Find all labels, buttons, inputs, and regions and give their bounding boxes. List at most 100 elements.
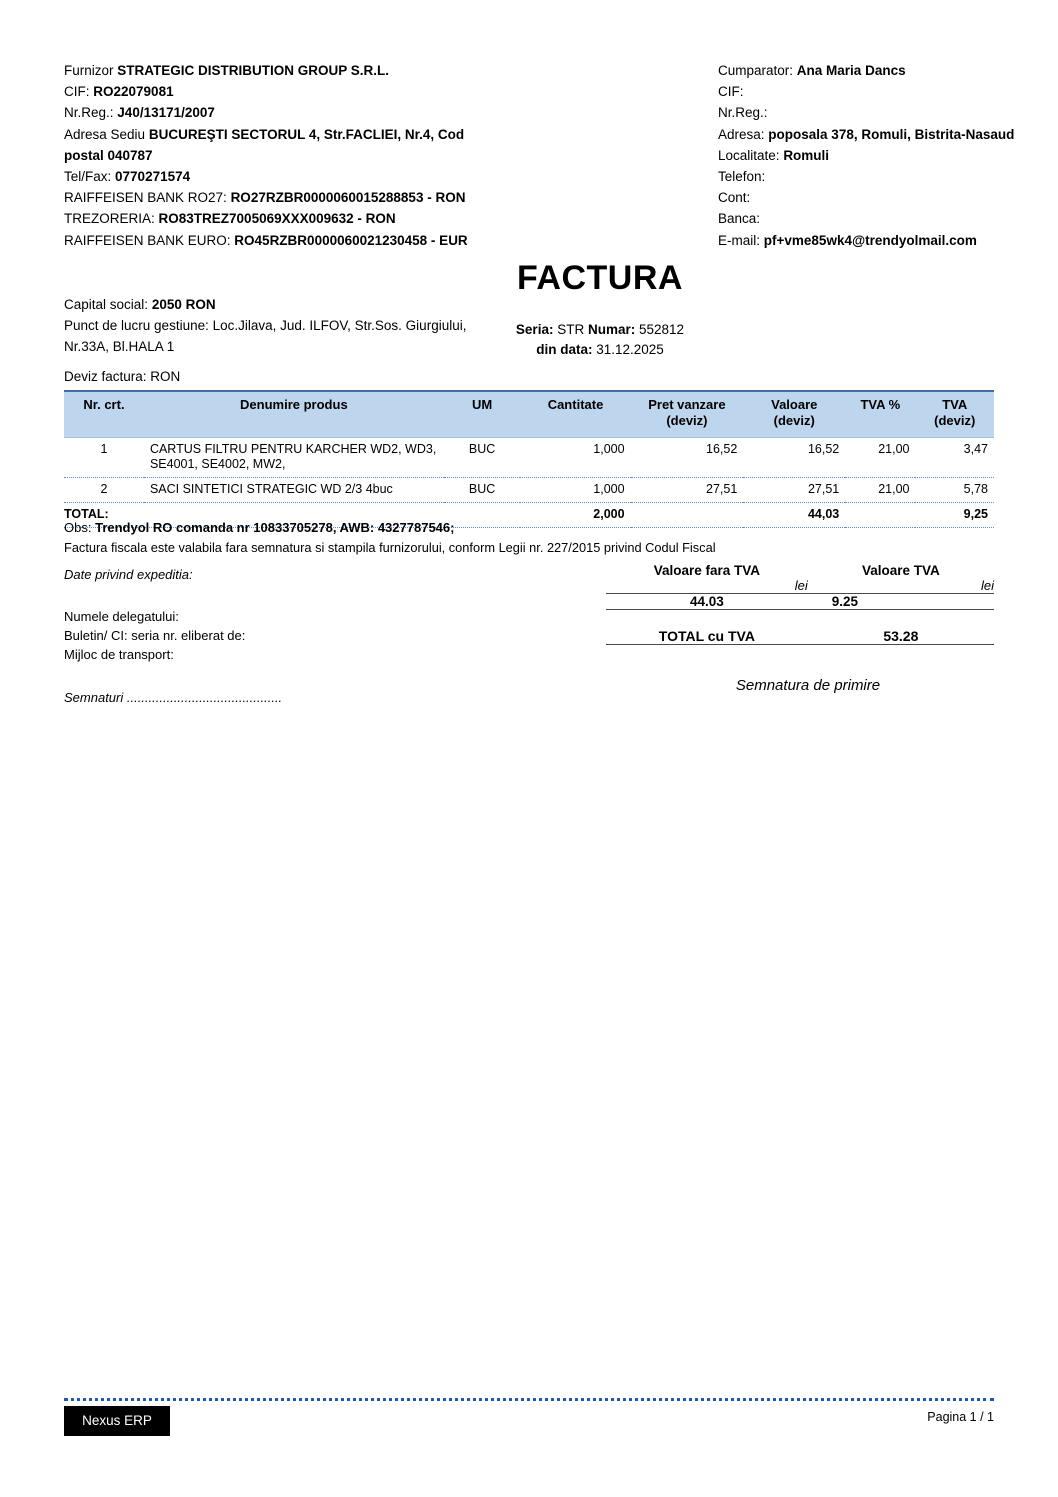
buyer-locality-line: Localitate: Romuli	[718, 145, 1058, 166]
buyer-bank-line: Banca:	[718, 208, 1058, 229]
summary-total-value: 53.28	[883, 628, 919, 644]
buyer-address-value: poposala 378, Romuli, Bistrita-Nasaud	[768, 126, 1015, 142]
buyer-email-value: pf+vme85wk4@trendyolmail.com	[763, 232, 977, 248]
buyer-address-label: Adresa:	[718, 126, 765, 142]
supplier-bank1-line: RAIFFEISEN BANK RO27: RO27RZBR0000060015…	[64, 187, 494, 208]
legal-note: Factura fiscala este valabila fara semna…	[64, 539, 716, 555]
date-value: 31.12.2025	[596, 342, 664, 357]
supplier-extra-block: Capital social: 2050 RON Punct de lucru …	[64, 294, 484, 358]
total-spacer-denumire	[143, 502, 444, 528]
observations-section: Obs: Trendyol RO comanda nr 10833705278,…	[64, 518, 964, 557]
cell-tva-pct: 21,00	[845, 437, 916, 478]
supplier-address-value: BUCUREŞTI SECTORUL 4, Str.FACLIEI, Nr.4,…	[64, 126, 465, 163]
expedition-title: Date privind expeditia:	[64, 567, 193, 582]
supplier-workpoint: Punct de lucru gestiune: Loc.Jilava, Jud…	[64, 318, 467, 355]
expedition-fields: Numele delegatului: Buletin/ CI: seria n…	[64, 607, 494, 664]
total-label: TOTAL:	[64, 502, 144, 528]
summary-total-label: TOTAL cu TVA	[658, 628, 755, 644]
cell-pret: 27,51	[630, 477, 744, 503]
buyer-phone-label: Telefon:	[718, 169, 766, 185]
supplier-bank3-line: RAIFFEISEN BANK EURO: RO45RZBR0000060021…	[64, 230, 494, 251]
seria-label: Seria:	[515, 322, 554, 337]
table-total-row: TOTAL: 2,000 44,03 9,25	[64, 502, 994, 528]
summary-col2-header: Valoare TVA	[861, 563, 940, 578]
col-header-valoare: Valoare (deviz)	[743, 390, 846, 438]
cell-um: BUC	[443, 477, 521, 503]
obs-value: Trendyol RO comanda nr 10833705278, AWB:…	[95, 520, 455, 535]
supplier-cif-label: CIF:	[64, 84, 90, 100]
summary-gap-a	[606, 609, 808, 628]
supplier-reg-value: J40/13171/2007	[117, 105, 215, 121]
supplier-address-line: Adresa Sediu BUCUREŞTI SECTORUL 4, Str.F…	[64, 124, 494, 166]
footer-divider	[64, 1398, 994, 1401]
supplier-reg-line: Nr.Reg.: J40/13171/2007	[64, 102, 494, 123]
total-spacer-pret	[630, 502, 744, 528]
summary-col2-value: 9.25	[807, 593, 994, 610]
summary-col2-unit: lei	[980, 578, 994, 593]
items-header-row: Nr. crt. Denumire produs UM Cantitate Pr…	[64, 390, 994, 438]
supplier-reg-label: Nr.Reg.:	[64, 105, 114, 121]
buyer-address-line: Adresa: poposala 378, Romuli, Bistrita-N…	[718, 124, 1058, 145]
supplier-bank1-value: RO27RZBR0000060015288853 - RON	[230, 190, 466, 206]
supplier-bank3-label: RAIFFEISEN BANK EURO:	[64, 232, 231, 248]
summary-col1-header: Valoare fara TVA	[653, 563, 761, 578]
buyer-name-value: Ana Maria Dancs	[796, 63, 906, 78]
buyer-name-line: Cumparator: Ana Maria Dancs	[718, 60, 1058, 81]
items-table-head: Nr. crt. Denumire produs UM Cantitate Pr…	[64, 390, 994, 438]
supplier-telfax-label: Tel/Fax:	[64, 169, 112, 185]
total-cantitate: 2,000	[520, 502, 631, 528]
supplier-name-value: STRATEGIC DISTRIBUTION GROUP S.R.L.	[117, 63, 390, 78]
seria-value: STR	[557, 322, 585, 337]
delegate-label: Numele delegatului:	[64, 609, 179, 624]
date-label: din data:	[536, 342, 593, 357]
id-card-label: Buletin/ CI: seria nr. eliberat de:	[64, 628, 246, 643]
summary-gap-row	[606, 609, 994, 628]
expedition-section: Date privind expeditia: Numele delegatul…	[64, 565, 494, 707]
col-header-um: UM	[443, 390, 521, 438]
cell-um: BUC	[443, 437, 521, 478]
buyer-email-line: E-mail: pf+vme85wk4@trendyolmail.com	[718, 230, 1058, 251]
supplier-address-label: Adresa Sediu	[64, 126, 146, 142]
cell-tva: 3,47	[915, 437, 994, 478]
page-footer: Nexus ERP Pagina 1 / 1	[0, 1398, 1058, 1458]
summary-bottom-rule-row	[606, 644, 994, 651]
supplier-bank3-value: RO45RZBR0000060021230458 - EUR	[234, 232, 468, 248]
buyer-locality-value: Romuli	[783, 147, 830, 163]
buyer-reg-line: Nr.Reg.:	[718, 102, 1058, 123]
cell-pret: 16,52	[630, 437, 744, 478]
table-row: 2 SACI SINTETICI STRATEGIC WD 2/3 4buc B…	[64, 477, 994, 503]
items-table-body: 1 CARTUS FILTRU PENTRU KARCHER WD2, WD3,…	[64, 437, 994, 528]
cell-cantitate: 1,000	[520, 437, 631, 478]
cell-denumire: SACI SINTETICI STRATEGIC WD 2/3 4buc	[143, 477, 444, 503]
cell-valoare: 27,51	[743, 477, 846, 503]
numar-label: Numar:	[587, 322, 636, 337]
supplier-bank2-label: TREZORERIA:	[64, 211, 155, 227]
cell-denumire: CARTUS FILTRU PENTRU KARCHER WD2, WD3, S…	[143, 437, 444, 478]
total-spacer-tva-pct	[845, 502, 916, 528]
supplier-cif-value: RO22079081	[93, 84, 174, 100]
col-header-cantitate: Cantitate	[520, 390, 631, 438]
col-header-nr: Nr. crt.	[64, 390, 144, 438]
total-valoare: 44,03	[743, 502, 846, 528]
summary-col1-value: 44.03	[606, 593, 808, 610]
buyer-reg-label: Nr.Reg.:	[718, 105, 768, 121]
page-title: FACTURA	[517, 259, 683, 297]
summary-value-row: 44.03 9.25	[606, 593, 994, 610]
items-table-wrap: Nr. crt. Denumire produs UM Cantitate Pr…	[64, 390, 994, 528]
buyer-name-label: Cumparator:	[718, 63, 794, 78]
erp-badge: Nexus ERP	[64, 1406, 170, 1436]
buyer-email-label: E-mail:	[718, 232, 761, 248]
deviz-factura-line: Deviz factura: RON	[64, 369, 181, 384]
supplier-capital-value: 2050 RON	[151, 297, 216, 312]
col-header-denumire: Denumire produs	[143, 390, 444, 438]
cell-tva-pct: 21,00	[845, 477, 916, 503]
supplier-capital-label: Capital social:	[64, 297, 149, 312]
supplier-telfax-line: Tel/Fax: 0770271574	[64, 166, 494, 187]
buyer-block: Cumparator: Ana Maria Dancs CIF: Nr.Reg.…	[718, 60, 1058, 251]
summary-section: Valoare fara TVA Valoare TVA lei lei 44.…	[606, 563, 994, 694]
buyer-locality-label: Localitate:	[718, 147, 780, 163]
summary-table: Valoare fara TVA Valoare TVA lei lei 44.…	[606, 563, 994, 651]
obs-line: Obs: Trendyol RO comanda nr 10833705278,…	[64, 518, 964, 538]
buyer-cif-line: CIF:	[718, 81, 1058, 102]
